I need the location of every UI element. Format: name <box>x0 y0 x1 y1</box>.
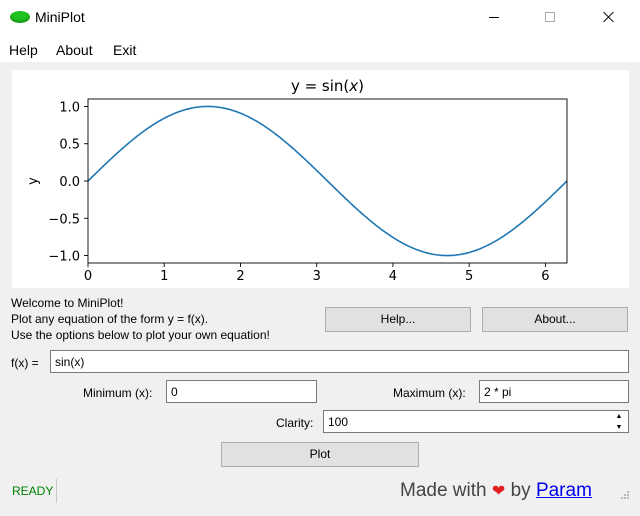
status-label: READY <box>12 484 54 498</box>
maximize-button[interactable] <box>527 0 573 34</box>
maximize-icon <box>545 12 555 22</box>
help-button[interactable]: Help... <box>325 307 471 332</box>
welcome-line-3: Use the options below to plot your own e… <box>11 328 270 342</box>
y-tick-label: −0.5 <box>48 212 80 227</box>
plot-canvas: 0 1 2 3 4 5 6 −1.0 −0.5 0.0 0.5 1.0 y y = sin(x) <box>12 70 629 288</box>
menu-exit[interactable]: Exit <box>113 42 137 58</box>
max-label: Maximum (x): <box>393 386 466 400</box>
title-bar: MiniPlot <box>0 0 640 34</box>
sine-chart: 0 1 2 3 4 5 6 −1.0 −0.5 0.0 0.5 1.0 y y = sin(x) <box>26 77 568 284</box>
x-tick-label: 4 <box>389 269 397 284</box>
status-separator <box>56 479 57 503</box>
min-input[interactable]: 0 <box>166 380 317 403</box>
y-tick-label: −1.0 <box>48 250 80 265</box>
y-tick-label: 1.0 <box>59 100 80 115</box>
fx-input[interactable]: sin(x) <box>50 350 629 373</box>
y-tick-label: 0.5 <box>59 138 80 153</box>
credit-by: by <box>510 480 531 501</box>
x-tick-label: 2 <box>236 269 244 284</box>
spin-down-icon[interactable]: ▼ <box>615 424 623 431</box>
chart-title-part-0: y = sin( <box>291 77 349 95</box>
close-button[interactable] <box>586 0 632 34</box>
series-line-0 <box>87 105 568 257</box>
min-label: Minimum (x): <box>83 386 153 400</box>
x-tick-label: 1 <box>160 269 168 284</box>
menu-help[interactable]: Help <box>9 42 38 58</box>
chart-title: y = sin(x) <box>291 77 364 95</box>
about-button[interactable]: About... <box>482 307 628 332</box>
miniplot-app-icon <box>10 11 30 23</box>
welcome-line-1: Welcome to MiniPlot! <box>11 296 124 310</box>
x-tick-label: 5 <box>465 269 473 284</box>
heart-icon: ❤ <box>491 483 506 500</box>
resize-grip-icon[interactable] <box>618 490 630 502</box>
x-tick-label: 3 <box>313 269 321 284</box>
minimize-button[interactable] <box>471 0 517 34</box>
spin-up-icon[interactable]: ▲ <box>615 413 623 420</box>
y-tick-label: 0.0 <box>59 175 80 190</box>
clarity-label: Clarity: <box>276 416 314 430</box>
y-axis-label: y <box>26 177 41 185</box>
menu-about[interactable]: About <box>56 42 93 58</box>
plot-button[interactable]: Plot <box>221 442 419 467</box>
clarity-spinbox[interactable]: 100 <box>323 410 629 433</box>
chart-title-part-1: x <box>348 77 358 95</box>
menu-bar: Help About Exit <box>0 34 640 62</box>
author-link[interactable]: Param <box>535 480 592 501</box>
credit-text: Made with ❤ by Param <box>400 480 592 502</box>
fx-label: f(x) = <box>11 356 39 370</box>
window-title: MiniPlot <box>35 9 85 25</box>
welcome-line-2: Plot any equation of the form y = f(x). <box>11 312 209 326</box>
chart-title-part-2: ) <box>358 77 364 95</box>
x-tick-label: 6 <box>541 269 549 284</box>
max-input[interactable]: 2 * pi <box>479 380 629 403</box>
x-tick-label: 0 <box>84 269 92 284</box>
credit-prefix: Made with <box>400 480 487 501</box>
minimize-icon <box>489 17 499 18</box>
